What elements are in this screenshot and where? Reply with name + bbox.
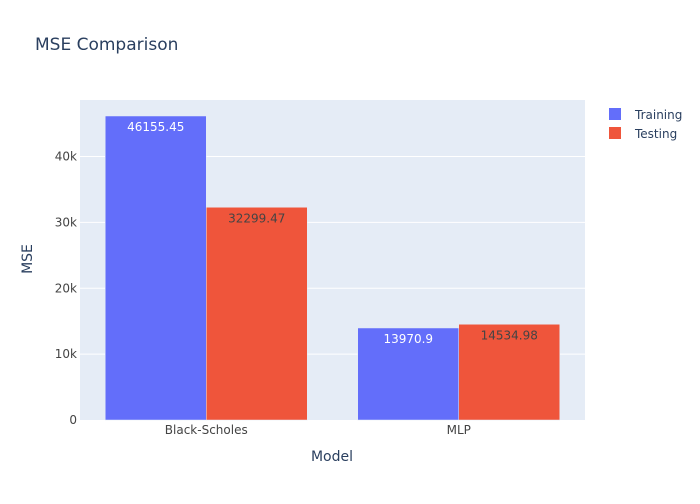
legend-label: Training <box>634 108 682 122</box>
legend-label: Testing <box>634 127 677 141</box>
x-tick-label: MLP <box>447 423 471 437</box>
y-tick-label: 0 <box>69 413 77 427</box>
bar-testing <box>458 324 560 421</box>
legend-swatch-training <box>609 108 621 120</box>
y-axis-label: MSE <box>20 244 36 274</box>
bar-training <box>105 115 207 421</box>
bar-training <box>357 327 459 421</box>
bar-data-label: 32299.47 <box>228 211 285 225</box>
chart-title: MSE Comparison <box>35 35 178 55</box>
y-tick-label: 30k <box>55 215 77 229</box>
bar-data-label: 14534.98 <box>481 328 538 342</box>
bar-testing <box>206 207 308 421</box>
x-tick-label: Black-Scholes <box>165 423 248 437</box>
y-tick-label: 20k <box>55 281 77 295</box>
bar-data-label: 46155.45 <box>127 120 184 134</box>
x-axis-label: Model <box>311 449 353 465</box>
legend-swatch-testing <box>609 127 621 139</box>
bar-data-label: 13970.9 <box>383 332 433 346</box>
y-tick-label: 10k <box>55 347 77 361</box>
y-tick-label: 40k <box>55 150 77 164</box>
